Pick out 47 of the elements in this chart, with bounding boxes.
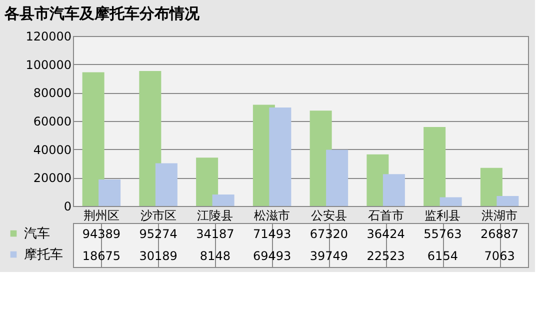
legend-label: 摩托车: [24, 248, 63, 262]
data-label: 67320: [310, 227, 348, 241]
x-tick-label: 石首市: [368, 208, 404, 222]
bar: [326, 150, 348, 206]
data-label: 95274: [139, 227, 178, 241]
chart-title: 各县市汽车及摩托车分布情况: [4, 4, 200, 22]
y-tick-label: 100000: [26, 58, 72, 72]
data-label: 69493: [252, 249, 292, 263]
bar: [424, 127, 446, 206]
bar: [440, 197, 462, 206]
x-tick-label: 洪湖市: [482, 208, 518, 222]
x-tick-label: 监利县: [424, 208, 461, 222]
x-tick-label: 公安县: [310, 208, 347, 222]
data-label: 30189: [139, 249, 178, 263]
data-label: 18675: [82, 249, 121, 263]
y-tick-label: 40000: [33, 142, 72, 157]
bar: [98, 180, 121, 206]
data-label: 55763: [424, 227, 462, 241]
data-label: 26887: [480, 227, 519, 241]
y-tick-label: 120000: [26, 30, 72, 44]
bar: [82, 72, 104, 206]
bar: [155, 163, 178, 206]
legend-label: 汽车: [24, 226, 50, 242]
bar: [496, 196, 519, 206]
data-label: 71493: [252, 227, 292, 241]
data-label: 36424: [366, 227, 405, 241]
bar: [196, 158, 218, 206]
data-label: 7063: [484, 249, 515, 263]
data-label: 22523: [366, 249, 405, 263]
bar: [480, 168, 502, 206]
data-label: 39749: [310, 249, 348, 263]
x-tick-label: 江陵县: [197, 208, 234, 222]
x-tick-label: 松滋市: [254, 208, 290, 222]
data-label: 6154: [427, 249, 458, 263]
y-tick-label: 0: [64, 200, 72, 214]
y-tick-label: 60000: [33, 114, 72, 128]
data-label: 94389: [82, 227, 121, 241]
bar: [269, 108, 292, 206]
bar: [139, 71, 162, 206]
y-tick-label: 20000: [33, 171, 72, 186]
y-tick-label: 80000: [33, 86, 72, 100]
data-label: 8148: [200, 249, 230, 263]
bar: [382, 174, 405, 206]
x-tick-label: 沙市区: [140, 208, 176, 222]
x-tick-label: 荆州区: [83, 208, 120, 222]
bar: [212, 194, 234, 206]
data-label: 34187: [196, 227, 234, 241]
